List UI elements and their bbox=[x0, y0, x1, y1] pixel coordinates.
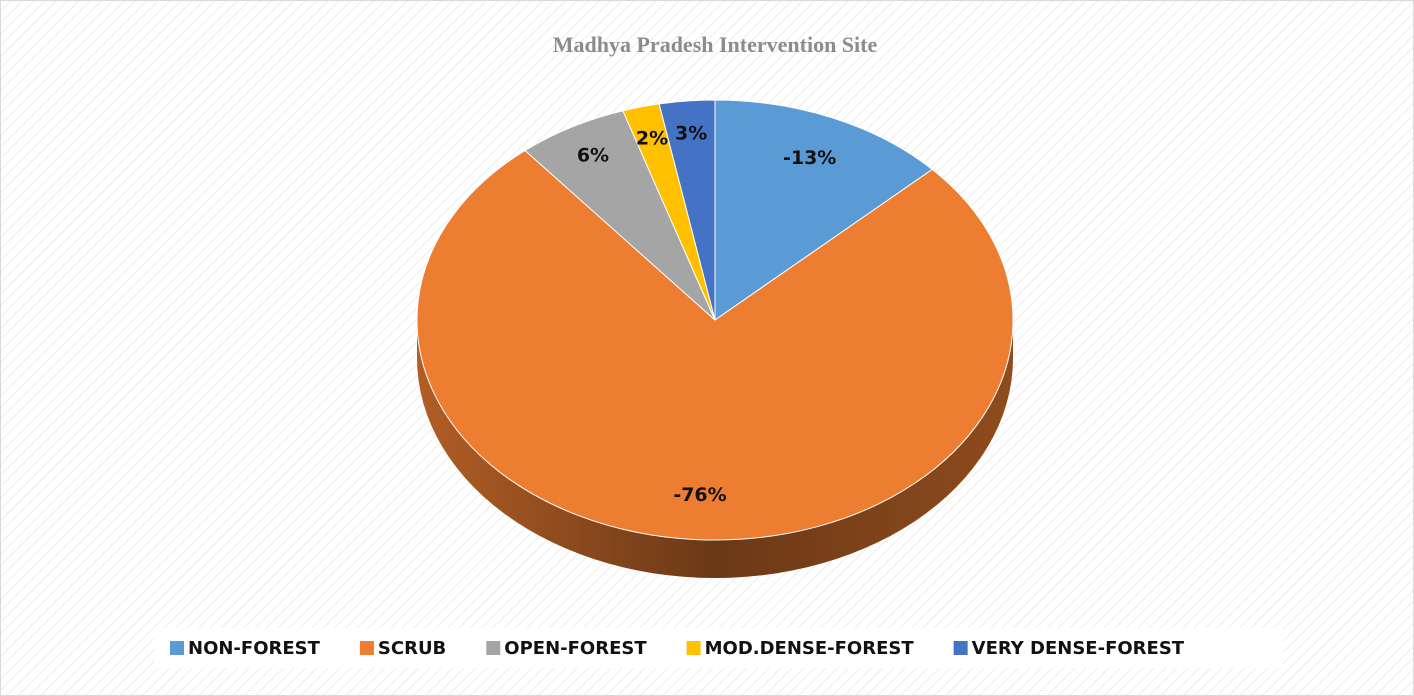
legend-label: OPEN-FOREST bbox=[504, 638, 647, 659]
data-label: 6% bbox=[577, 145, 609, 167]
legend-label: VERY DENSE-FOREST bbox=[972, 638, 1185, 659]
chart-title: Madhya Pradesh Intervention Site bbox=[553, 32, 878, 57]
slice bbox=[416, 149, 1014, 541]
legend-swatch bbox=[686, 641, 701, 655]
slice bbox=[714, 99, 934, 321]
legend-box bbox=[155, 628, 1283, 668]
legend-swatch bbox=[953, 641, 968, 655]
data-label: -76% bbox=[673, 484, 726, 506]
legend-label: MOD.DENSE-FOREST bbox=[705, 638, 915, 659]
data-label: -13% bbox=[783, 147, 836, 169]
slice bbox=[658, 99, 716, 321]
slice-side-shade bbox=[417, 320, 1013, 578]
legend-label: NON-FOREST bbox=[188, 638, 321, 659]
legend-swatch bbox=[359, 641, 374, 655]
data-label: 3% bbox=[675, 122, 707, 144]
legend-label: SCRUB bbox=[378, 638, 446, 659]
legend-swatch bbox=[170, 641, 184, 655]
pie: -13% -76% 6% 2% 3% bbox=[416, 99, 1014, 578]
data-label: 2% bbox=[636, 127, 668, 149]
legend-swatch bbox=[486, 641, 501, 655]
legend: NON-FOREST SCRUB OPEN-FOREST MOD.DENSE-FORE… bbox=[170, 638, 1185, 659]
